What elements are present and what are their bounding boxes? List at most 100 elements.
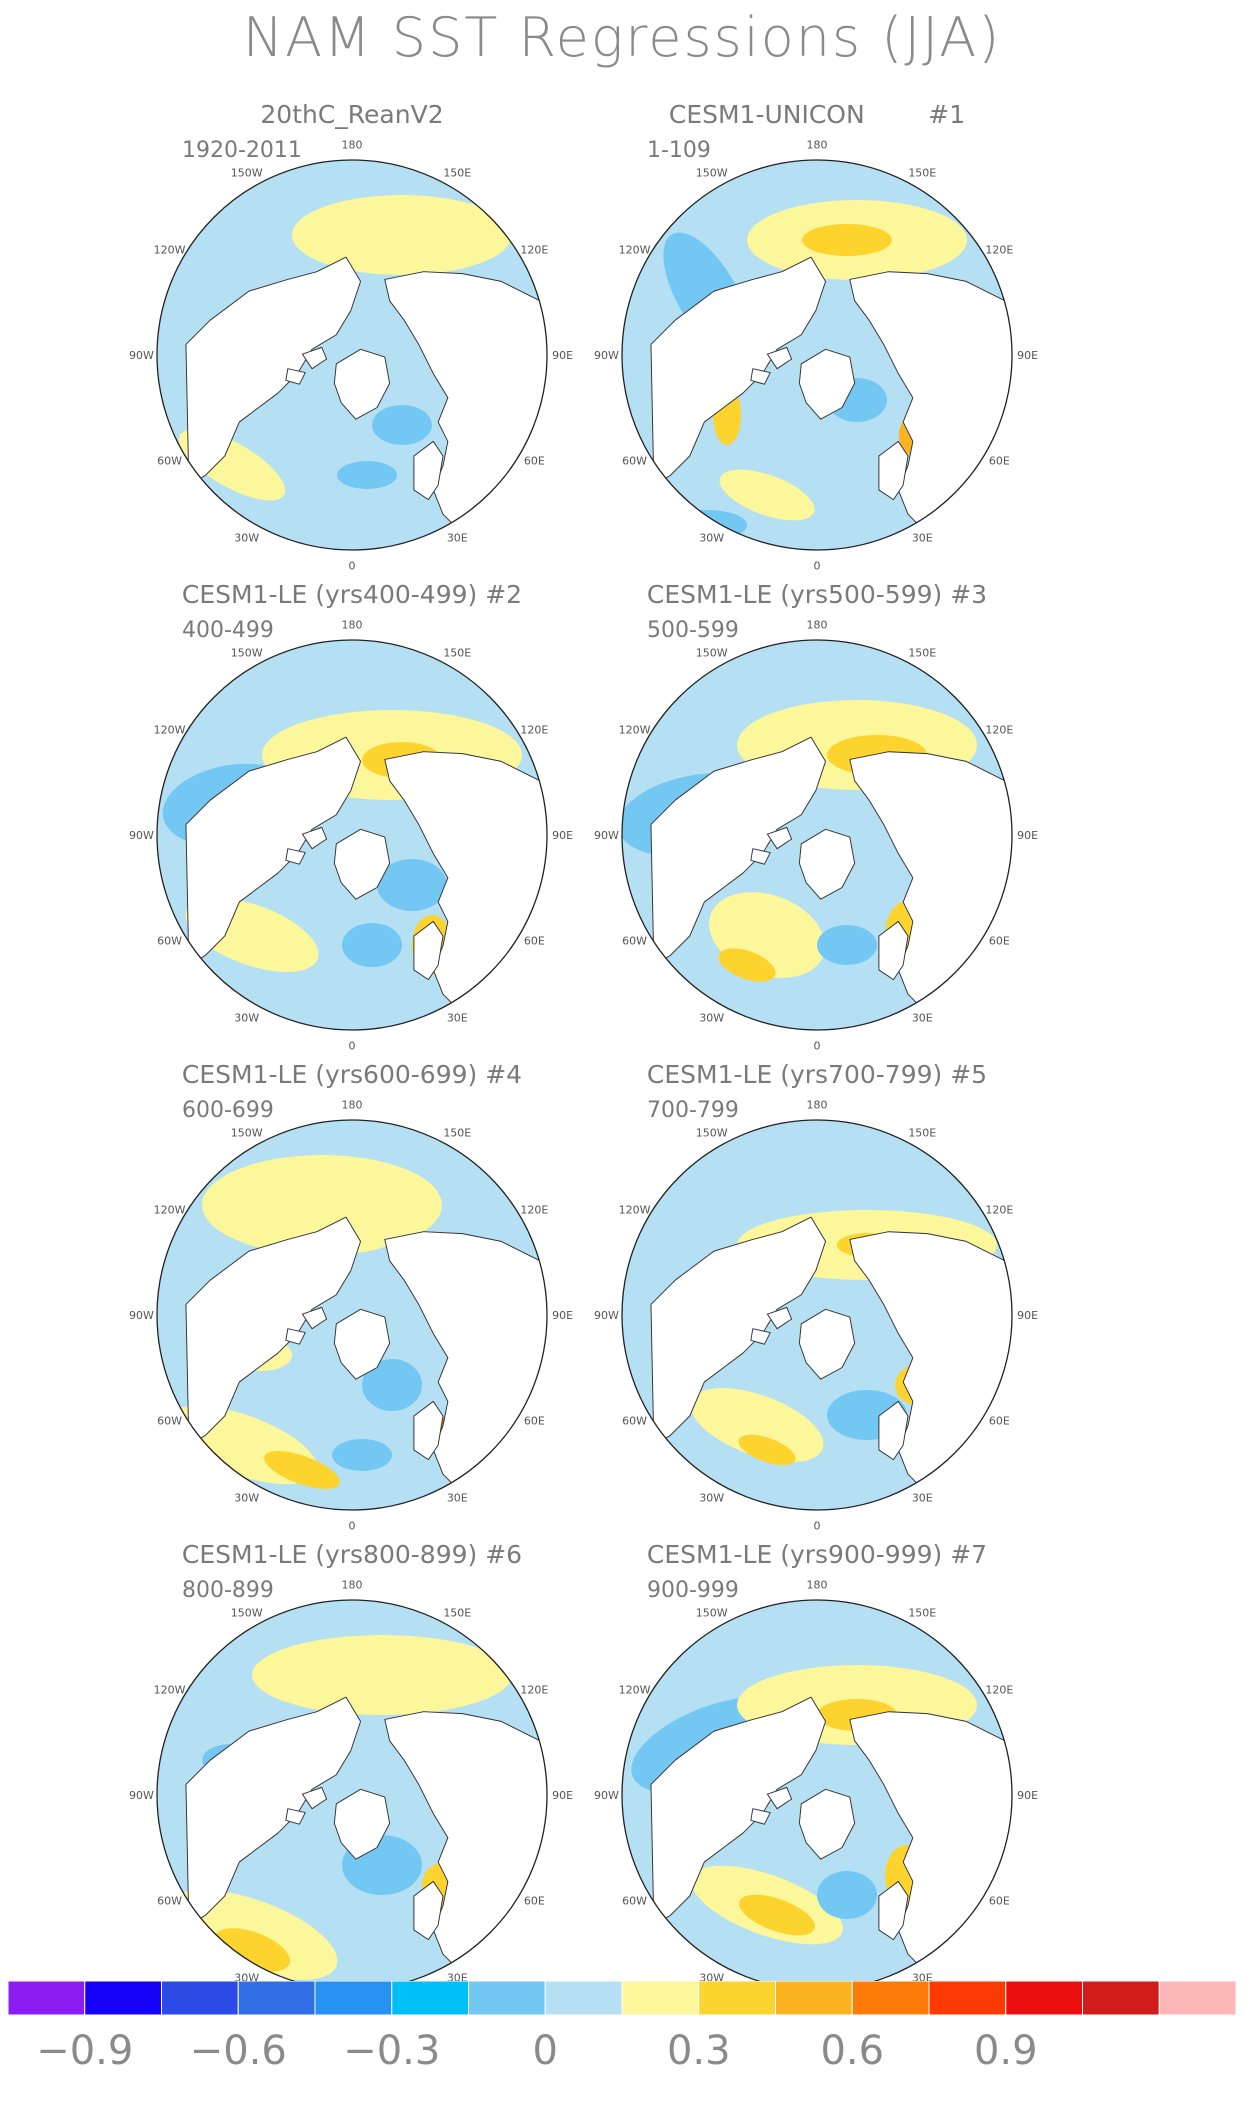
colorbar-swatch <box>391 1981 469 2015</box>
land-mass <box>798 1788 856 1860</box>
map-panel: CESM1-LE (yrs600-699) #4 180 150E 120E 90E 60… <box>92 1060 612 1530</box>
longitude-label: 90E <box>1017 829 1038 842</box>
longitude-label: 30W <box>234 531 259 544</box>
map-border <box>621 639 1013 1031</box>
longitude-label: 0 <box>814 1040 821 1050</box>
panel-title: CESM1-UNICON #1 <box>668 100 966 129</box>
map-panel: CESM1-LE (yrs800-899) #6 180 150E 120E 90E 60… <box>92 1540 612 2010</box>
longitude-label: 60E <box>524 1414 545 1427</box>
map-field <box>157 160 547 550</box>
land-mass <box>750 1808 771 1825</box>
longitude-label: 0 <box>814 560 821 570</box>
longitude-label: 60W <box>622 1414 647 1427</box>
anomaly-patch <box>362 1359 422 1411</box>
longitude-label: 0 <box>349 1040 356 1050</box>
anomaly-patch <box>337 461 397 489</box>
longitude-label: 0 <box>349 1520 356 1530</box>
longitude-label: 0 <box>814 1520 821 1530</box>
land-mass <box>185 1696 362 1926</box>
panel-title: 20thC_ReanV2 <box>260 100 444 129</box>
land-mass <box>185 256 362 486</box>
period-label: 600-699 <box>182 1098 274 1123</box>
longitude-label: 90W <box>594 829 619 842</box>
map-panel: CESM1-LE (yrs500-599) #3 180 150E 120E 90E 60… <box>557 580 1077 1050</box>
longitude-label: 150W <box>231 647 263 660</box>
longitude-label: 150E <box>908 1607 936 1620</box>
anomaly-patch <box>264 1451 340 1489</box>
longitude-label: 120W <box>154 1684 186 1697</box>
colorbar-swatch <box>621 1981 700 2015</box>
period-label: 800-899 <box>182 1578 274 1603</box>
longitude-label: 90E <box>1017 1309 1038 1322</box>
longitude-label: 120W <box>154 1204 186 1217</box>
longitude-label: 150E <box>908 1127 936 1140</box>
land-mass <box>185 736 362 966</box>
longitude-label: 150E <box>443 1127 471 1140</box>
land-mass <box>333 828 391 900</box>
longitude-label: 60E <box>524 934 545 947</box>
map-field <box>157 1600 547 1990</box>
longitude-label: 90E <box>552 829 573 842</box>
longitude-label: 60E <box>989 934 1010 947</box>
longitude-label: 90E <box>552 1789 573 1802</box>
longitude-label: 90E <box>552 1309 573 1322</box>
land-mass <box>285 368 306 385</box>
land-mass <box>301 1786 328 1810</box>
colorbar-swatch <box>84 1981 162 2015</box>
map-panel: CESM1-LE (yrs400-499) #2 180 150E 120E 90E 60… <box>92 580 612 1050</box>
longitude-label: 60E <box>989 454 1010 467</box>
anomaly-patch <box>690 1388 824 1462</box>
longitude-label: 60W <box>157 454 182 467</box>
longitude-label: 180 <box>807 1098 828 1111</box>
colorbar-swatch <box>1158 1981 1236 2015</box>
longitude-label: 120W <box>619 1204 651 1217</box>
panel-title: CESM1-LE (yrs600-699) #4 <box>181 1060 523 1089</box>
colorbar-tick-label: −0.9 <box>36 2028 134 2074</box>
longitude-label: 30W <box>234 1491 259 1504</box>
longitude-label: 30W <box>234 1011 259 1024</box>
anomaly-patch <box>342 923 402 967</box>
panel-title: CESM1-LE (yrs400-499) #2 <box>181 580 523 609</box>
colorbar-swatch <box>1082 1981 1160 2015</box>
longitude-label: 30E <box>447 1011 468 1024</box>
anomaly-patch <box>802 224 892 256</box>
longitude-label: 120E <box>520 724 548 737</box>
longitude-label: 90W <box>594 1789 619 1802</box>
period-label: 500-599 <box>647 618 739 643</box>
longitude-label: 120W <box>619 244 651 257</box>
map-field <box>622 640 1012 1030</box>
anomaly-patch <box>738 1434 796 1466</box>
longitude-label: 90W <box>129 1309 154 1322</box>
map-field <box>622 160 1012 550</box>
longitude-label: 180 <box>342 618 363 631</box>
period-label: 400-499 <box>182 618 274 643</box>
longitude-label: 150W <box>696 647 728 660</box>
anomaly-patch <box>332 1439 392 1471</box>
longitude-label: 60W <box>157 1894 182 1907</box>
longitude-label: 180 <box>342 1578 363 1591</box>
map-panel: CESM1-LE (yrs700-799) #5 180 150E 120E 90E 60… <box>557 1060 1077 1530</box>
land-mass <box>798 828 856 900</box>
longitude-label: 120W <box>619 1684 651 1697</box>
land-mass <box>878 440 909 501</box>
colorbar-swatch <box>237 1981 316 2015</box>
land-mass <box>766 1306 793 1330</box>
colorbar-swatch <box>928 1981 1007 2015</box>
land-mass <box>285 1808 306 1825</box>
anomaly-patch <box>817 925 877 965</box>
panel-title: CESM1-LE (yrs900-999) #7 <box>646 1540 988 1569</box>
longitude-label: 150E <box>443 647 471 660</box>
map-panel: CESM1-LE (yrs900-999) #7 180 150E 120E 90E 60… <box>557 1540 1077 2010</box>
land-mass <box>301 1306 328 1330</box>
longitude-label: 60W <box>622 1894 647 1907</box>
colorbar-swatch <box>544 1981 623 2015</box>
anomaly-patch <box>252 1635 512 1715</box>
map-panel: 20thC_ReanV2 180 150E 120E 90E 60E 30E 0 30W 60W 9… <box>92 100 612 570</box>
colorbar-swatch <box>698 1981 776 2015</box>
longitude-label: 180 <box>807 618 828 631</box>
land-mass <box>413 440 444 501</box>
land-mass <box>333 1308 391 1380</box>
longitude-label: 30E <box>912 531 933 544</box>
